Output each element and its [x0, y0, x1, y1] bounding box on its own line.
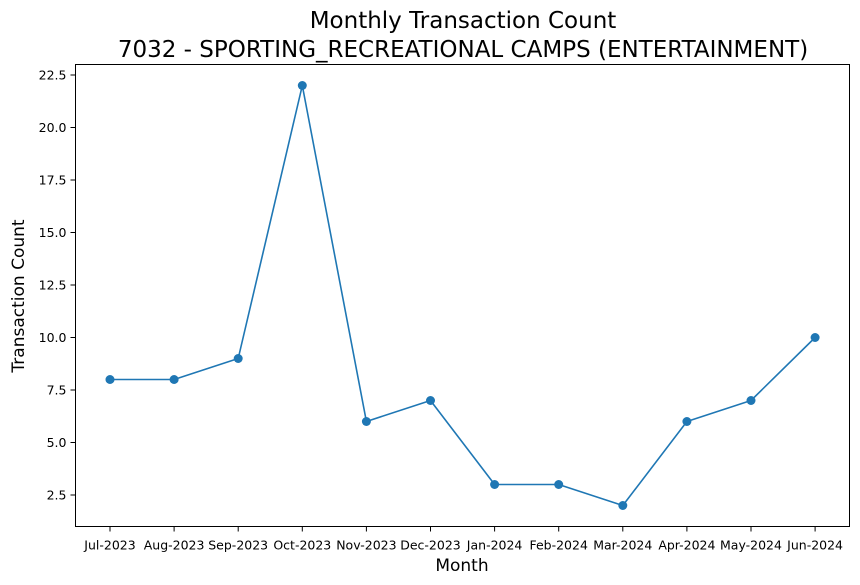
data-point [426, 396, 435, 405]
x-tick-label: Jun-2024 [786, 538, 843, 553]
plot-frame [75, 64, 850, 527]
y-tick-label: 2.5 [47, 488, 67, 503]
data-point [810, 333, 820, 342]
x-tick-label: Jul-2023 [83, 538, 135, 553]
y-tick-label: 15.0 [39, 225, 67, 240]
data-point [169, 375, 179, 384]
data-point [105, 375, 115, 384]
y-tick-label: 17.5 [39, 173, 67, 188]
y-axis-label: Transaction Count [9, 219, 29, 373]
data-point [554, 480, 564, 489]
x-tick-label: Nov-2023 [336, 538, 396, 553]
data-point [361, 417, 371, 426]
data-point [682, 417, 692, 426]
data-point [297, 81, 307, 90]
x-tick-label: Aug-2023 [144, 538, 205, 553]
data-point [490, 480, 500, 489]
chart-title: Monthly Transaction Count [310, 8, 617, 34]
x-tick-label: May-2024 [720, 538, 782, 553]
y-tick-label: 10.0 [39, 330, 67, 345]
x-tick-label: Jan-2024 [466, 538, 523, 553]
y-axis: 2.5 5.0 7.5 10.0 12.5 15.0 17.5 20.0 22.5 [39, 68, 76, 503]
y-tick-label: 5.0 [47, 435, 67, 450]
series-line [110, 84, 816, 507]
x-tick-label: Oct-2023 [273, 538, 331, 553]
data-point [233, 354, 243, 363]
y-tick-label: 7.5 [47, 383, 67, 398]
x-axis-label: Month [435, 556, 488, 576]
x-tick-label: Mar-2024 [593, 538, 652, 553]
y-tick-label: 22.5 [39, 68, 67, 83]
y-tick-label: 20.0 [39, 120, 67, 135]
x-tick-label: Apr-2024 [658, 538, 715, 553]
x-tick-label: Feb-2024 [529, 538, 588, 553]
x-tick-label: Sep-2023 [208, 538, 268, 553]
chart-subtitle: 7032 - SPORTING_RECREATIONAL CAMPS (ENTE… [118, 37, 808, 63]
data-point [618, 501, 628, 510]
x-tick-label: Dec-2023 [400, 538, 461, 553]
y-tick-label: 12.5 [39, 278, 67, 293]
data-point [746, 396, 756, 405]
x-axis: Jul-2023 Aug-2023 Sep-2023 Oct-2023 Nov-2023… [83, 526, 843, 553]
plot-area [105, 81, 820, 510]
